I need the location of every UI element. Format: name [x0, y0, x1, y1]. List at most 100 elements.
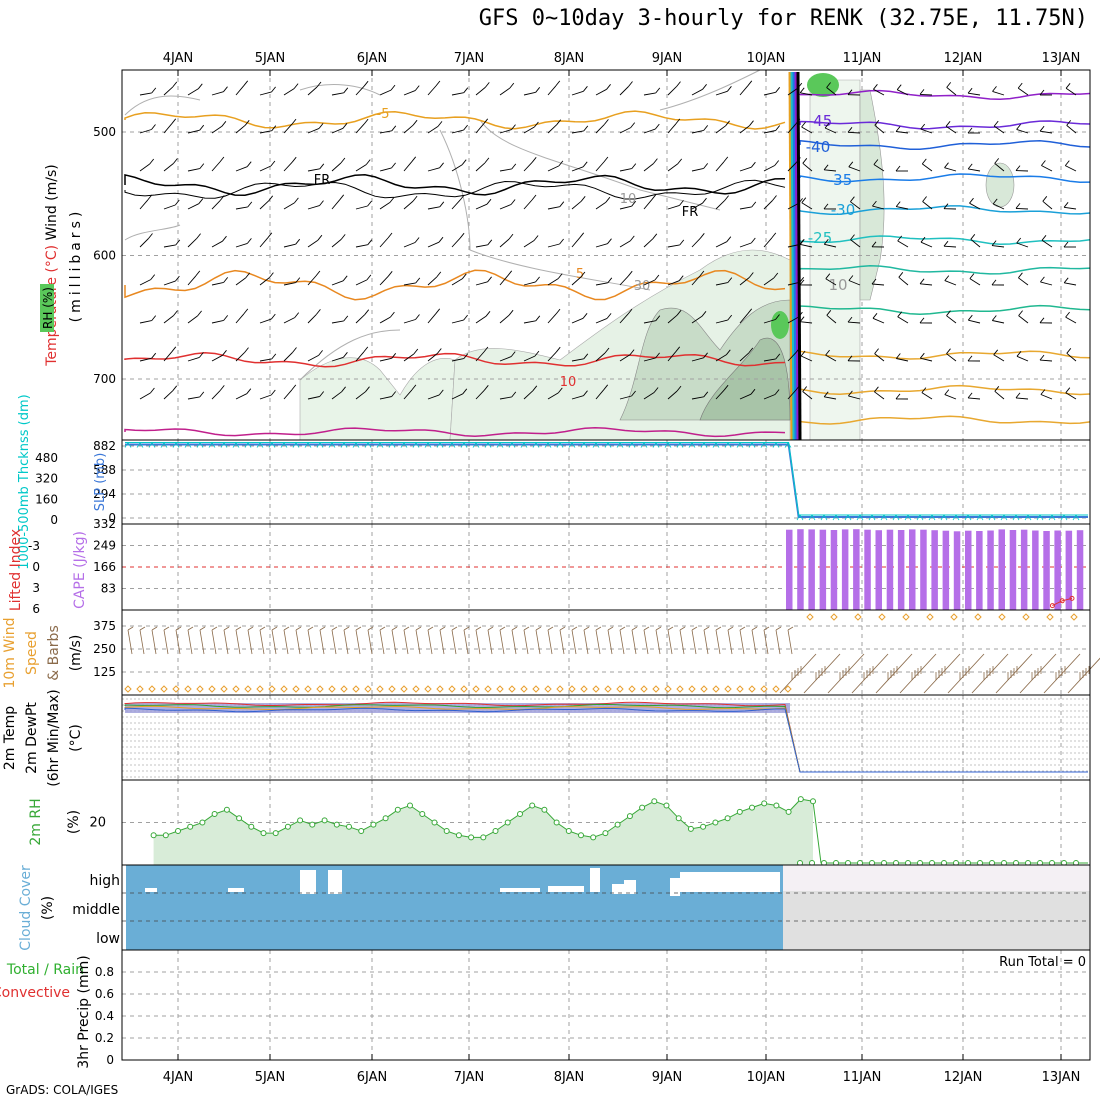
- wind-speed-marker: [806, 613, 814, 621]
- wind-barb-flag: [244, 120, 250, 126]
- wind-barb-flag-10m: [211, 626, 218, 631]
- wind-barb: [427, 353, 438, 362]
- wind-barb-flag: [629, 235, 635, 242]
- wind-barb: [739, 313, 749, 324]
- wind-barb: [824, 127, 837, 134]
- wind-barb-flag: [825, 349, 830, 356]
- wind-barb-flag: [874, 120, 880, 126]
- wind-barb: [825, 278, 837, 286]
- temp-line: [124, 701, 1088, 773]
- wind-barb: [451, 164, 463, 172]
- rh-point: [468, 834, 475, 841]
- wind-barb: [619, 240, 631, 248]
- wind-barb-flag: [534, 121, 539, 128]
- wind-barb-flag: [795, 347, 801, 353]
- wind-barb-flag: [535, 315, 541, 322]
- wind-barb: [523, 199, 533, 210]
- thickness-marker: [568, 441, 576, 448]
- contour-label: 10: [620, 192, 637, 207]
- date-tick-bottom: 7JAN: [454, 1070, 485, 1085]
- wind-barb: [187, 315, 198, 324]
- wind-barb: [283, 88, 295, 96]
- wind-barb: [451, 237, 461, 248]
- wind-barb-flag: [510, 199, 516, 205]
- wind-barb-flag: [801, 121, 806, 128]
- wind-barb-flag: [606, 84, 611, 90]
- wind-barb-flag: [799, 316, 805, 322]
- wind-barb-flag: [173, 158, 178, 164]
- wind-barb-flag: [175, 275, 180, 282]
- cape-bar: [830, 530, 838, 610]
- rh-point: [443, 828, 450, 834]
- wind-barb: [763, 394, 776, 400]
- wind-speed-marker: [304, 685, 312, 693]
- wind-barb: [667, 123, 677, 134]
- wind-barb: [897, 240, 909, 248]
- wind-barb-flag-10m: [571, 626, 578, 631]
- cape-bar: [875, 530, 882, 610]
- wind-barb: [235, 277, 246, 286]
- wind-barb-flag: [483, 346, 489, 353]
- wind-barb: [739, 277, 750, 286]
- wind-barb-flag: [943, 240, 949, 247]
- wind-barb-10m: [583, 629, 589, 655]
- thickness-marker: [580, 441, 588, 448]
- wind-barb-flag: [898, 272, 904, 278]
- wind-barb-flag: [873, 159, 879, 165]
- wind-barb-10m: [619, 629, 625, 655]
- wind-barb: [211, 240, 223, 248]
- wind-barb: [826, 87, 837, 96]
- wind-barb-flag: [534, 350, 540, 357]
- wind-barb: [667, 204, 680, 210]
- wind-barb-10m: [175, 629, 181, 655]
- wind-barb: [451, 319, 464, 324]
- wind-barb: [307, 275, 317, 286]
- wind-barb-flag: [702, 197, 707, 204]
- wind-barb-flag: [944, 275, 950, 281]
- wind-barb: [379, 202, 391, 210]
- thickness-marker: [940, 514, 948, 521]
- thickness-marker: [820, 514, 828, 521]
- wind-barb: [643, 238, 654, 248]
- wind-barb: [619, 205, 632, 210]
- cape-bar: [786, 529, 793, 610]
- thickness-marker: [844, 514, 852, 521]
- wind-barb: [211, 319, 224, 324]
- rh-contour: [124, 69, 761, 381]
- wind-barb: [355, 244, 368, 248]
- wind-barb: [475, 315, 487, 324]
- wind-barb: [235, 393, 247, 400]
- wind-barb-10m: [151, 629, 157, 655]
- thickness-marker: [316, 441, 324, 448]
- wind-barb-flag: [605, 196, 611, 203]
- wind-barb-flag: [991, 240, 997, 246]
- thickness-marker: [292, 441, 300, 448]
- wind-barb-flag: [582, 161, 588, 168]
- transition-line: [794, 71, 800, 441]
- wind-barb-10m: [655, 629, 661, 655]
- wind-barb-flag: [655, 87, 661, 94]
- wind-barb-flag: [436, 348, 442, 354]
- contour-label: FR: [314, 173, 331, 188]
- wind-speed-marker: [160, 685, 168, 693]
- date-tick-bottom: 13JAN: [1042, 1070, 1081, 1085]
- cape-bar: [897, 530, 905, 610]
- wind-barb: [922, 201, 933, 210]
- thickness-marker: [424, 441, 432, 448]
- date-tick-top: 12JAN: [944, 51, 983, 66]
- precip-label-g2: Convective: [0, 985, 70, 1001]
- wind-barb: [946, 353, 957, 362]
- wind-barb-flag: [508, 309, 514, 316]
- wind-barb-flag: [485, 311, 491, 317]
- wind-barb-flag: [580, 271, 586, 278]
- wind-barb: [1065, 316, 1077, 324]
- wind-barb-flag: [651, 194, 657, 201]
- wind-barb-flag: [1065, 311, 1070, 318]
- wind-barb-flag: [1017, 82, 1023, 89]
- ytick-mb: 600: [93, 249, 116, 263]
- wind-barb: [139, 129, 152, 134]
- wind-speed-marker: [412, 685, 420, 693]
- wind-barb-flag: [775, 314, 780, 320]
- wind-barb-flag: [967, 355, 973, 362]
- rh-point: [492, 828, 499, 834]
